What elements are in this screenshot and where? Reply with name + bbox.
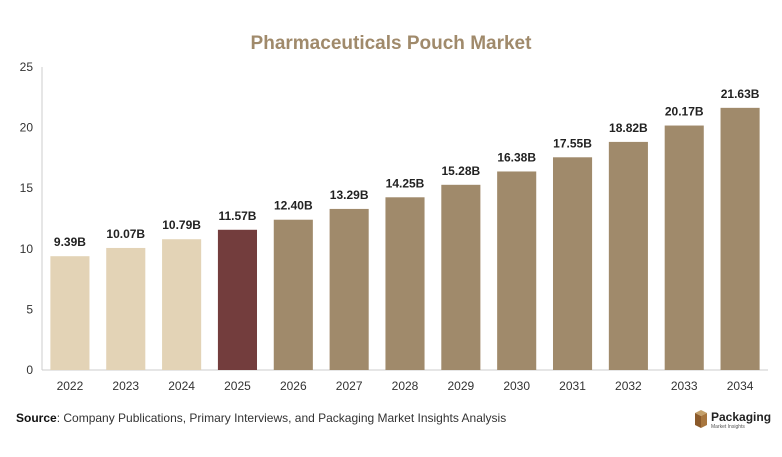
y-axis-ticks: 0 5 10 15 20 25: [20, 60, 34, 377]
bar-2023: [106, 247, 146, 370]
logo-tagline: Market Insights: [711, 423, 745, 430]
data-label-2023: 10.07B: [106, 227, 145, 241]
x-tick-label-2028: 2028: [392, 379, 419, 393]
x-tick-label-2023: 2023: [112, 379, 139, 393]
data-label-2029: 15.28B: [441, 164, 480, 178]
y-tick-label: 0: [26, 363, 33, 377]
x-tick-label-2030: 2030: [503, 379, 530, 393]
data-label-2033: 20.17B: [665, 105, 704, 119]
data-label-2024: 10.79B: [162, 218, 201, 232]
x-tick-label-2029: 2029: [447, 379, 474, 393]
bar-2032: [608, 141, 648, 370]
y-tick-label: 25: [20, 60, 34, 74]
bar-2030: [497, 171, 537, 370]
bar-2028: [385, 197, 425, 370]
data-labels-group: 9.39B 10.07B 10.79B 11.57B 12.40B 13.29B 14.25…: [54, 87, 760, 249]
x-tick-label-2027: 2027: [336, 379, 363, 393]
data-label-2025: 11.57B: [218, 209, 256, 223]
box-logo-icon: [695, 410, 707, 428]
x-tick-label-2024: 2024: [168, 379, 195, 393]
x-tick-label-2026: 2026: [280, 379, 307, 393]
bar-2024: [162, 239, 202, 370]
y-tick-label: 10: [20, 242, 34, 256]
x-tick-label-2031: 2031: [559, 379, 586, 393]
x-tick-label-2034: 2034: [727, 379, 754, 393]
data-label-2034: 21.63B: [721, 87, 760, 101]
bar-2027: [329, 208, 369, 370]
data-label-2030: 16.38B: [497, 150, 536, 164]
bar-2031: [552, 157, 593, 370]
source-label: Source: [16, 411, 57, 425]
data-label-2028: 14.25B: [386, 176, 425, 190]
x-tick-label-2025: 2025: [224, 379, 251, 393]
source-text: : Company Publications, Primary Intervie…: [56, 411, 507, 425]
bars-group: [50, 107, 760, 371]
y-tick-label: 20: [20, 121, 34, 135]
x-axis-ticks: 2022 2023 2024 2025 2026 2027 2028 2029 2030 2031…: [57, 379, 754, 393]
bar-2026: [273, 219, 313, 370]
data-label-2032: 18.82B: [609, 121, 648, 135]
bar-2034: [720, 107, 760, 371]
x-tick-label-2033: 2033: [671, 379, 698, 393]
data-label-2026: 12.40B: [274, 199, 313, 213]
data-label-2031: 17.55B: [553, 136, 592, 150]
bar-2033: [664, 125, 704, 370]
chart-title: Pharmaceuticals Pouch Market: [250, 33, 532, 54]
x-tick-label-2022: 2022: [57, 379, 84, 393]
source-line: Source: Company Publications, Primary In…: [16, 411, 506, 425]
x-tick-label-2032: 2032: [615, 379, 642, 393]
data-label-2022: 9.39B: [54, 235, 86, 249]
bar-2029: [441, 184, 481, 370]
y-tick-label: 15: [20, 181, 34, 195]
bar-2022: [50, 256, 90, 370]
bar-2025: [217, 229, 258, 370]
logo-name: Packaging: [711, 409, 772, 424]
packaging-logo: Packaging Market Insights: [694, 408, 771, 432]
y-tick-label: 5: [26, 302, 33, 316]
data-label-2027: 13.29B: [330, 188, 369, 202]
